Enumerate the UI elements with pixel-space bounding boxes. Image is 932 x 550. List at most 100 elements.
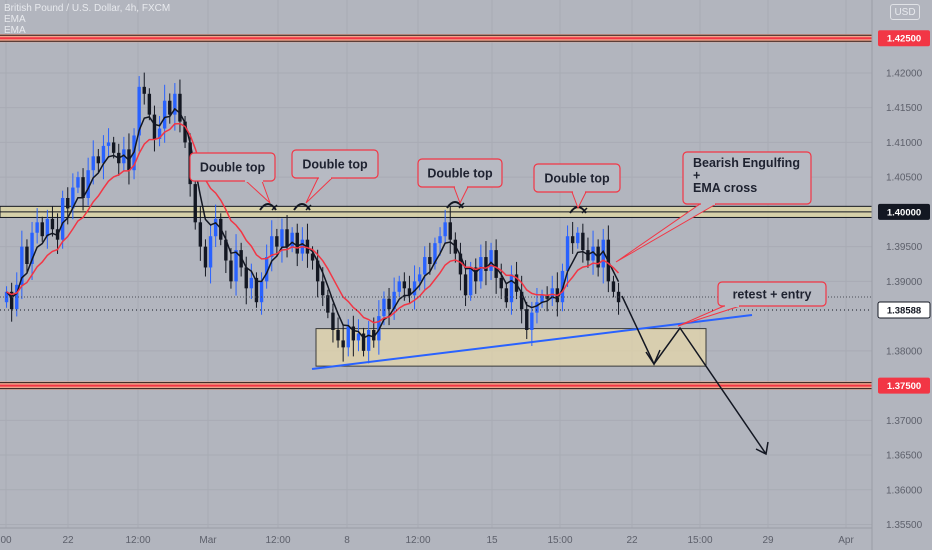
candle-body — [295, 232, 299, 254]
candle-body — [234, 250, 238, 282]
candle-body — [341, 340, 345, 348]
candle-body — [550, 288, 554, 299]
price-tick-label: 1.36000 — [886, 485, 923, 496]
candle — [147, 88, 152, 121]
candle — [458, 242, 463, 291]
candle-body — [30, 232, 34, 264]
candle-body — [137, 86, 141, 136]
resistance-price-label: 1.40000 — [887, 207, 921, 218]
candle-body — [229, 260, 233, 282]
candle — [208, 225, 213, 284]
candle — [142, 72, 146, 105]
candle-body — [351, 326, 356, 341]
candle — [326, 289, 330, 319]
candle-body — [203, 246, 208, 268]
candle — [81, 168, 85, 211]
candle-body — [463, 274, 468, 296]
candle — [295, 223, 299, 267]
candle — [397, 275, 401, 298]
candle-body — [162, 100, 167, 129]
candle — [336, 317, 340, 348]
candle-body — [290, 232, 294, 247]
candle-body — [611, 281, 616, 292]
candle — [545, 286, 549, 312]
price-tick-label: 1.41000 — [886, 138, 923, 149]
current-price-label: 1.38588 — [887, 305, 921, 316]
candle-body — [66, 198, 70, 209]
candle — [474, 258, 478, 294]
callout: retest + entry — [677, 281, 827, 327]
candle-body — [270, 236, 274, 258]
candle — [60, 190, 65, 249]
candle-body — [412, 281, 417, 296]
candle — [611, 275, 616, 298]
candle-body — [40, 222, 44, 237]
indicator-label-ema: EMA — [4, 14, 26, 25]
callout: Double top — [533, 163, 621, 210]
chart-legend: British Pound / U.S. Dollar, 4h, FXCM EM… — [4, 3, 170, 36]
candle-body — [545, 295, 549, 299]
candle-body — [428, 257, 432, 264]
candle-body — [173, 93, 177, 115]
candle-body — [101, 145, 106, 164]
candle-body — [387, 298, 391, 310]
price-tick-label: 1.39500 — [886, 242, 923, 253]
candle — [509, 265, 514, 315]
candle-body — [285, 229, 289, 247]
ema-lines — [5, 107, 620, 339]
candle-body — [499, 277, 503, 289]
candle-body — [81, 177, 85, 198]
candle — [356, 319, 361, 352]
candle-body — [178, 93, 182, 122]
candle — [254, 272, 259, 308]
candle-body — [326, 295, 330, 313]
candle — [229, 248, 233, 289]
time-tick-label: 00 — [0, 535, 12, 546]
candle — [122, 136, 126, 171]
candle-body — [168, 100, 172, 115]
candle — [341, 324, 345, 362]
callout: Double top — [291, 149, 379, 204]
candle-body — [433, 243, 437, 264]
candle — [15, 272, 19, 317]
candle-body — [310, 253, 315, 261]
candle — [366, 320, 371, 364]
candle-body — [254, 277, 259, 303]
candle — [249, 263, 254, 300]
candle — [137, 76, 141, 152]
candle-body — [321, 281, 325, 296]
candle-body — [208, 236, 213, 268]
candle-body — [423, 257, 427, 275]
candle-body — [397, 281, 401, 292]
time-tick-label: 22 — [626, 535, 638, 546]
resistance-price-tag — [878, 203, 930, 220]
time-tick-label: Mar — [199, 535, 217, 546]
double-top-tick — [271, 204, 278, 211]
candle — [168, 93, 172, 124]
callout: Double top — [417, 158, 503, 205]
arrowhead — [755, 441, 769, 456]
candle-body — [372, 330, 376, 341]
callout: Double top — [189, 152, 276, 204]
candle — [514, 261, 519, 300]
candle-body — [244, 267, 248, 289]
candle-body — [540, 295, 544, 303]
callout-text: Double top — [544, 172, 610, 186]
candle — [443, 209, 447, 244]
candle-body — [106, 142, 111, 146]
callout-box — [682, 151, 812, 205]
arrowhead — [645, 349, 661, 366]
candle-body — [20, 246, 24, 285]
candle-body — [213, 218, 218, 237]
candle — [86, 157, 90, 206]
candle-body — [86, 170, 90, 198]
candle — [40, 216, 44, 242]
price-axis: 1.42000 1.41500 1.41000 1.40500 1.39500 1.390… — [871, 0, 932, 550]
callout-text: Double top — [302, 158, 368, 172]
candle — [351, 315, 356, 357]
candle — [525, 301, 529, 340]
time-axis: 00 22 12:00 Mar 12:00 8 12:00 15 15:00 22 15:00 29 A… — [0, 527, 872, 546]
price-tick-label: 1.39000 — [886, 277, 923, 288]
currency-button[interactable]: USD — [890, 4, 920, 20]
